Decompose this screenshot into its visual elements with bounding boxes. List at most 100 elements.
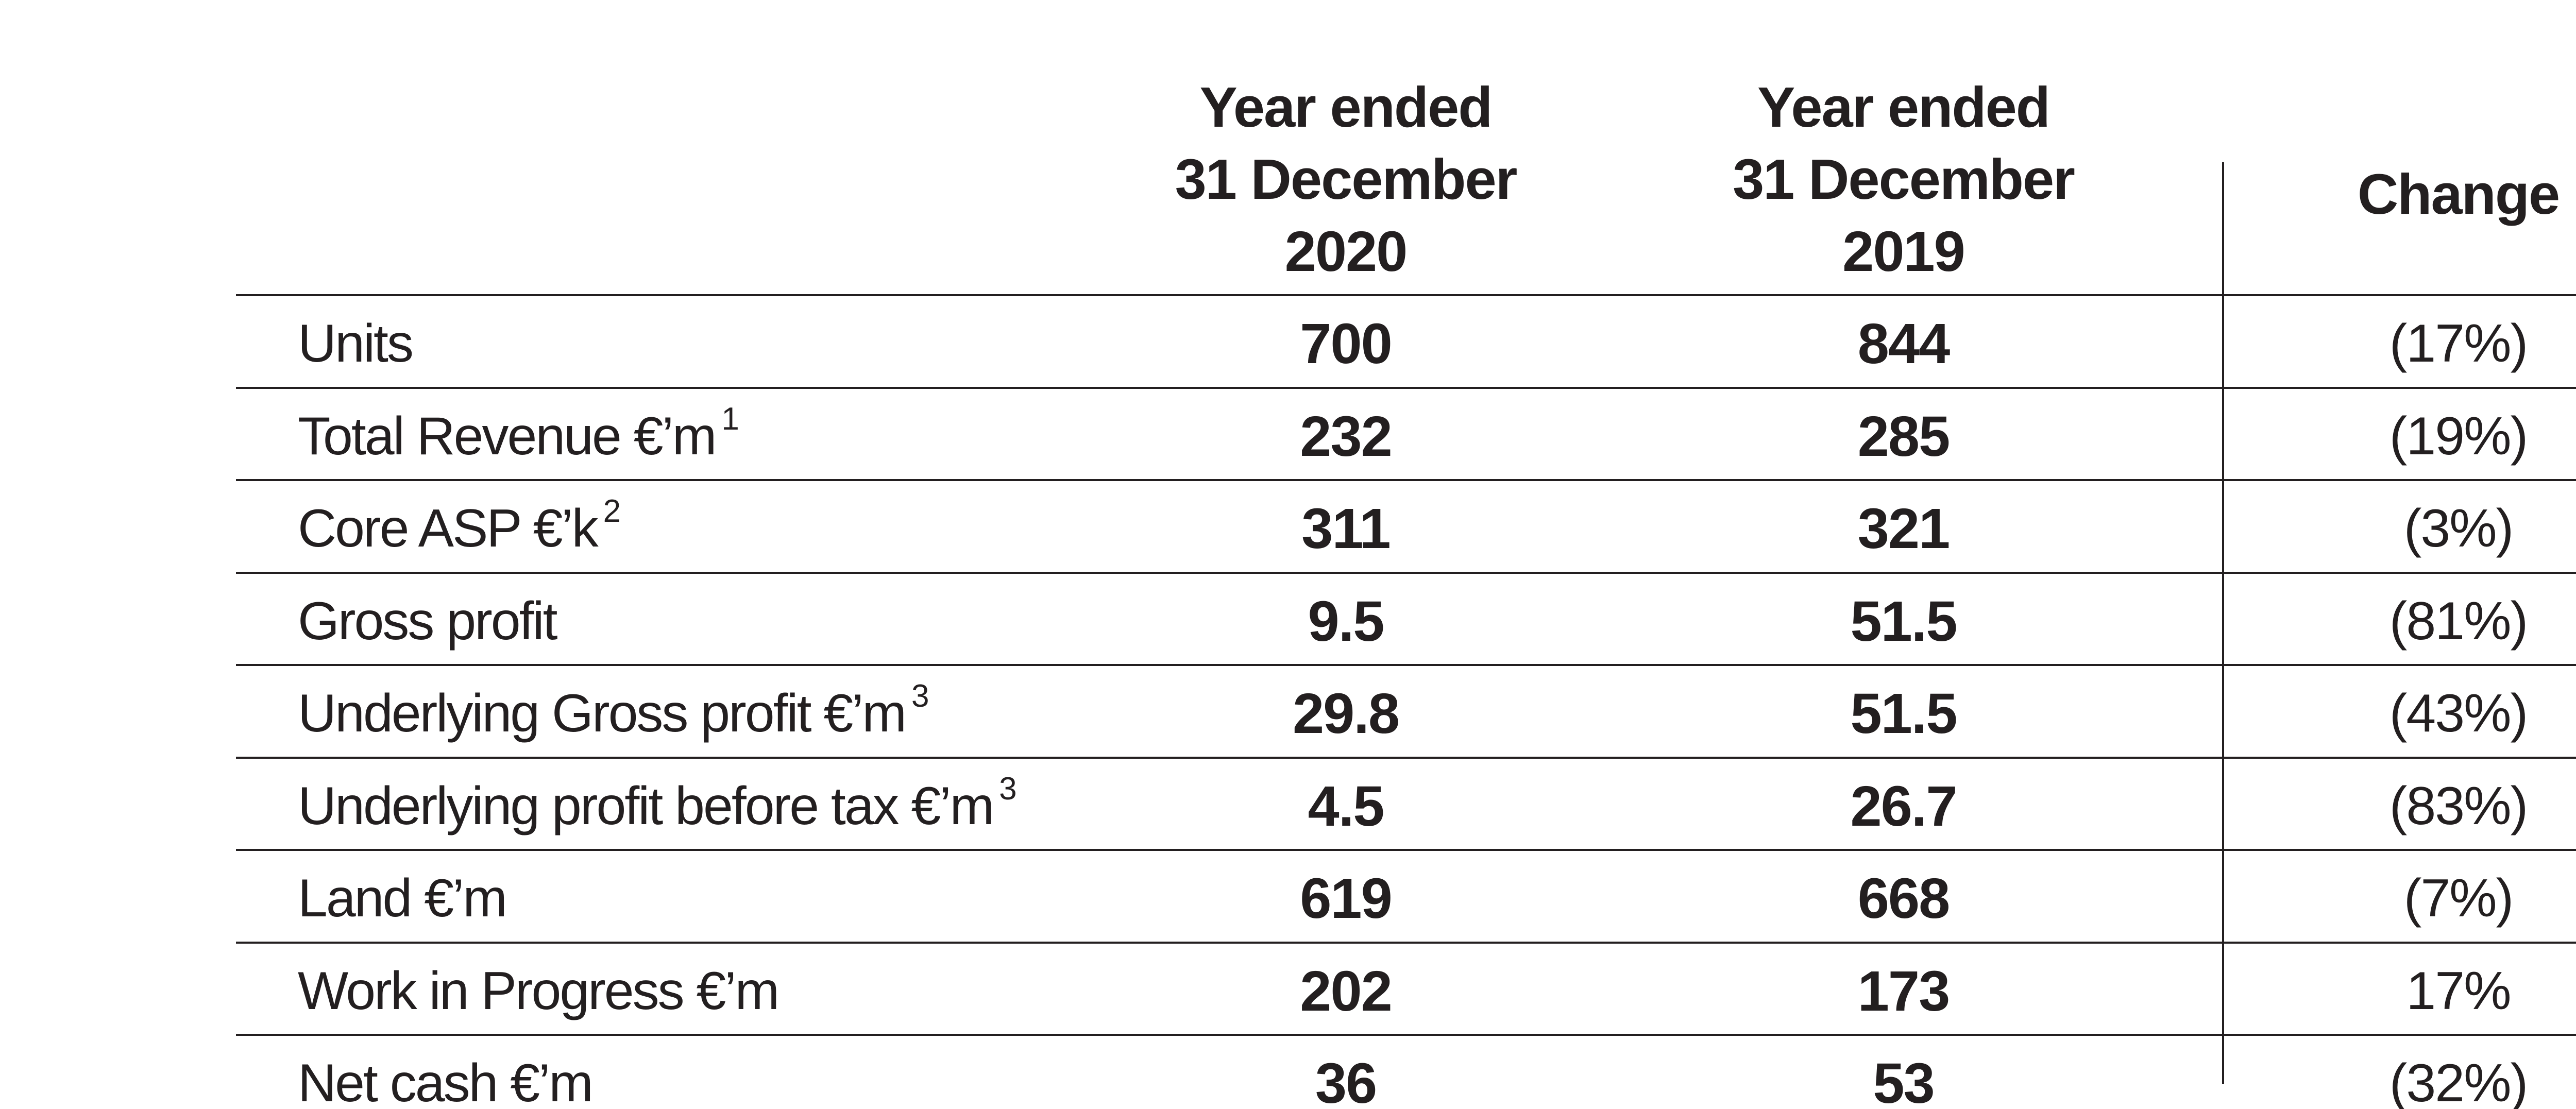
value-2020-text: 202 [1300,959,1393,1023]
footnote-marker: 2 [603,493,621,530]
financial-summary-table: Year ended 31 December 2020 Year ended 3… [236,0,2576,1109]
value-change-cell: (43%) [2223,665,2576,758]
value-2019-cell: 285 [1584,388,2223,481]
value-2020-text: 9.5 [1308,589,1385,653]
value-change-cell: (81%) [2223,573,2576,666]
value-2020-text: 36 [1315,1052,1377,1109]
value-2020-cell: 29.8 [1108,665,1584,758]
header-line: Year ended [1757,76,2050,139]
value-2019-cell: 321 [1584,480,2223,573]
header-row: Year ended 31 December 2020 Year ended 3… [236,0,2576,295]
value-2019-text: 51.5 [1850,589,1957,653]
value-2020-text: 29.8 [1292,682,1400,746]
value-2020-cell: 619 [1108,850,1584,943]
value-2020-text: 311 [1301,497,1391,561]
header-empty-cell [236,0,1108,295]
value-2019-cell: 26.7 [1584,758,2223,850]
column-divider-line [2222,162,2224,1084]
value-change-cell: (32%) [2223,1035,2576,1109]
value-2020-cell: 36 [1108,1035,1584,1109]
value-change-cell: (19%) [2223,388,2576,481]
column-header-change: Change [2223,0,2576,295]
row-label-cell: Core ASP €’k 2 [236,480,1108,573]
value-change-text: (17%) [2389,314,2528,374]
value-2020-text: 232 [1300,404,1393,468]
value-2019-cell: 53 [1584,1035,2223,1109]
table-header: Year ended 31 December 2020 Year ended 3… [236,0,2576,295]
value-2019-cell: 844 [1584,295,2223,388]
value-change-cell: (3%) [2223,480,2576,573]
table-row: Underlying Gross profit €’m 3 29.8 51.5 (… [236,665,2576,758]
row-label-text: Underlying Gross profit €’m [298,684,907,744]
value-change-text: (32%) [2389,1053,2528,1109]
value-change-cell: (83%) [2223,758,2576,850]
column-header-change-text: Change [2357,163,2560,226]
header-line: 31 December [1733,148,2075,211]
column-header-2020-text: Year ended 31 December 2020 [1108,72,1584,288]
value-change-cell: (17%) [2223,295,2576,388]
value-change-cell: 17% [2223,943,2576,1035]
table-row: Underlying profit before tax €’m 3 4.5 26… [236,757,2576,850]
value-change-text: (43%) [2389,684,2528,744]
row-label-cell: Work in Progress €’m [236,943,1108,1035]
table-row: Total Revenue €’m 1 232 285 (19%) [236,387,2576,481]
footnote-marker: 3 [911,678,929,714]
footnote-marker: 3 [999,771,1017,807]
footnote-marker: 1 [721,401,739,437]
header-line: Year ended [1199,76,1493,139]
value-2020-cell: 700 [1108,295,1584,388]
row-label-cell: Underlying Gross profit €’m 3 [236,665,1108,758]
value-2019-text: 285 [1857,404,1951,468]
header-line: 2020 [1284,220,1408,283]
row-label-cell: Total Revenue €’m 1 [236,388,1108,481]
table-row: Net cash €’m 36 53 (32%) [236,1035,2576,1109]
header-line: 2019 [1842,220,1965,283]
row-label-cell: Land €’m [236,850,1108,943]
row-label-text: Work in Progress €’m [298,961,779,1021]
value-2019-text: 53 [1873,1052,1935,1109]
table-row: Land €’m 619 668 (7%) [236,850,2576,943]
value-change-text: (81%) [2389,591,2528,651]
table-row: Work in Progress €’m 202 173 17% [236,942,2576,1035]
value-2019-cell: 51.5 [1584,665,2223,758]
row-label-cell: Gross profit [236,573,1108,666]
value-2019-text: 844 [1857,312,1951,376]
value-2020-text: 619 [1300,867,1393,931]
row-label-text: Core ASP €’k [298,499,599,559]
value-2019-text: 173 [1857,959,1951,1023]
value-2019-text: 51.5 [1850,682,1957,746]
column-header-2020: Year ended 31 December 2020 [1108,0,1584,295]
value-2019-text: 668 [1857,867,1951,931]
table-body: Units 700 844 (17%) Total Revenue €’m 1 2… [236,295,2576,1109]
table-row: Units 700 844 (17%) [236,295,2576,388]
row-label-cell: Underlying profit before tax €’m 3 [236,758,1108,850]
row-label-text: Total Revenue €’m [298,406,717,466]
value-change-text: 17% [2406,961,2511,1021]
value-change-text: (3%) [2403,499,2514,559]
value-2019-cell: 51.5 [1584,573,2223,666]
row-label-text: Land €’m [298,868,507,929]
value-change-text: (7%) [2403,868,2514,929]
column-header-2019: Year ended 31 December 2019 [1584,0,2223,295]
value-2019-cell: 173 [1584,943,2223,1035]
column-header-2019-text: Year ended 31 December 2019 [1584,72,2223,288]
value-2019-text: 26.7 [1850,774,1957,838]
header-line: 31 December [1175,148,1518,211]
row-label-text: Gross profit [298,591,557,651]
value-change-text: (83%) [2389,776,2528,836]
value-change-cell: (7%) [2223,850,2576,943]
value-2020-cell: 232 [1108,388,1584,481]
value-change-text: (19%) [2389,406,2528,466]
table-row: Core ASP €’k 2 311 321 (3%) [236,480,2576,573]
value-2020-cell: 311 [1108,480,1584,573]
value-2019-text: 321 [1857,497,1951,561]
table-row: Gross profit 9.5 51.5 (81%) [236,572,2576,666]
row-label-cell: Net cash €’m [236,1035,1108,1109]
value-2020-cell: 9.5 [1108,573,1584,666]
row-label-cell: Units [236,295,1108,388]
value-2020-text: 700 [1300,312,1393,376]
row-label-text: Net cash €’m [298,1053,594,1109]
value-2020-cell: 202 [1108,943,1584,1035]
row-label-text: Underlying profit before tax €’m [298,776,994,836]
